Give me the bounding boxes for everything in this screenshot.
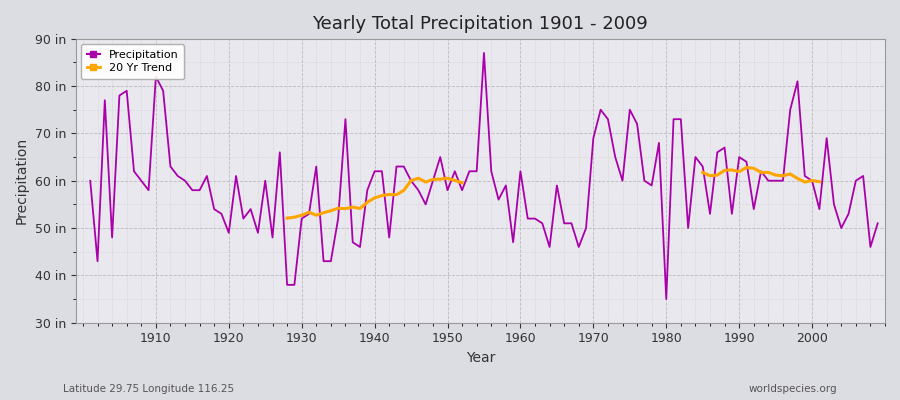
Title: Yearly Total Precipitation 1901 - 2009: Yearly Total Precipitation 1901 - 2009 — [312, 15, 648, 33]
Text: worldspecies.org: worldspecies.org — [749, 384, 837, 394]
Text: Latitude 29.75 Longitude 116.25: Latitude 29.75 Longitude 116.25 — [63, 384, 234, 394]
X-axis label: Year: Year — [465, 351, 495, 365]
Y-axis label: Precipitation: Precipitation — [15, 137, 29, 224]
Legend: Precipitation, 20 Yr Trend: Precipitation, 20 Yr Trend — [81, 44, 184, 79]
